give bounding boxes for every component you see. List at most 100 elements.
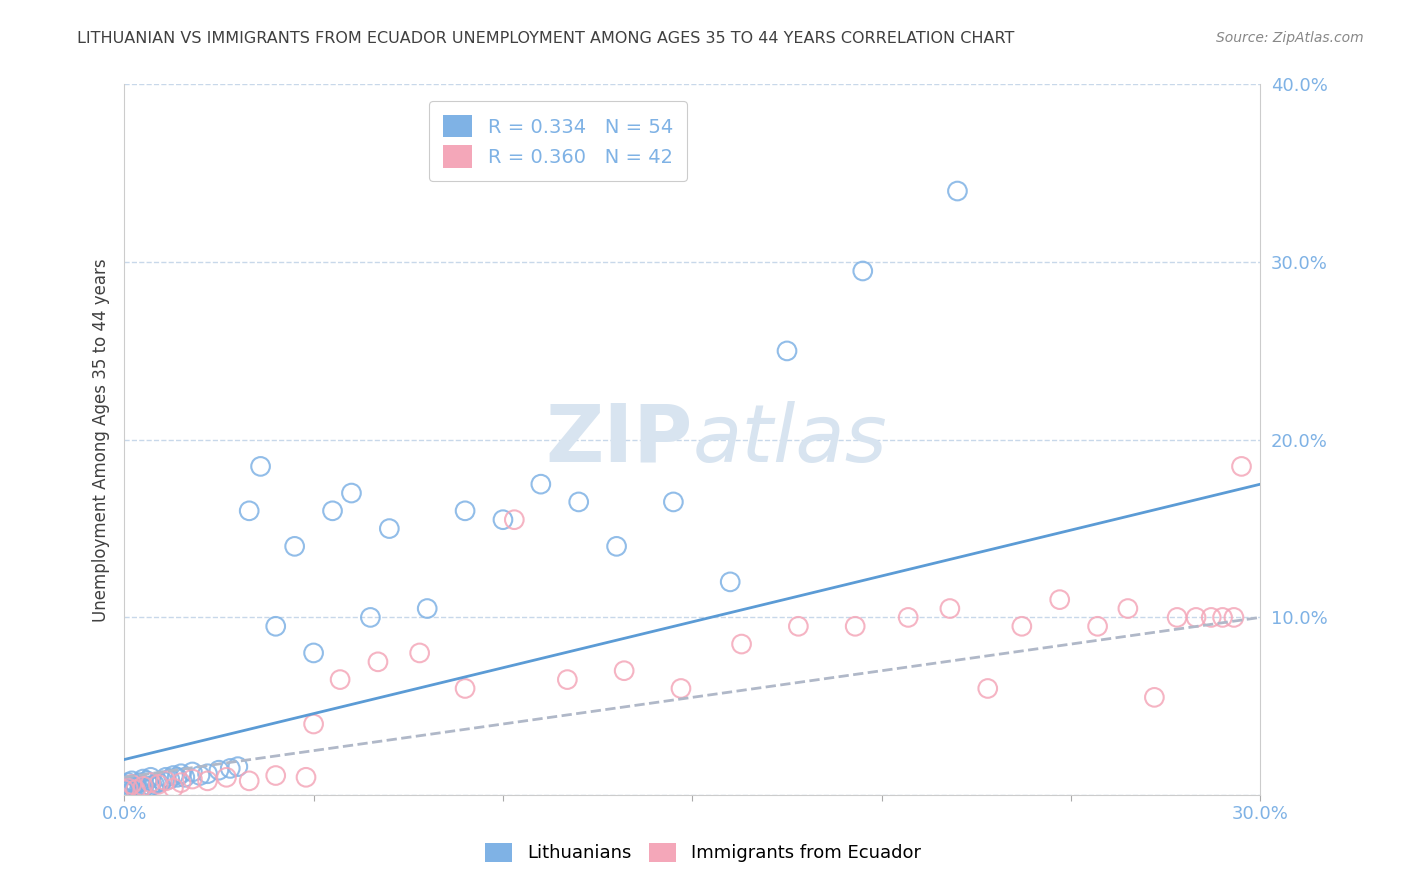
Point — [1185, 610, 1208, 624]
Point — [136, 773, 159, 788]
Point — [132, 780, 155, 795]
Point — [112, 777, 135, 791]
Point — [557, 673, 579, 687]
Point — [295, 770, 318, 784]
Point — [416, 601, 439, 615]
Point — [1230, 459, 1253, 474]
Point — [124, 780, 146, 795]
Text: Source: ZipAtlas.com: Source: ZipAtlas.com — [1216, 31, 1364, 45]
Point — [197, 773, 219, 788]
Legend: Lithuanians, Immigrants from Ecuador: Lithuanians, Immigrants from Ecuador — [478, 836, 928, 870]
Point — [208, 763, 231, 777]
Point — [1166, 610, 1188, 624]
Point — [155, 773, 177, 788]
Point — [136, 782, 159, 797]
Point — [359, 610, 381, 624]
Point — [197, 766, 219, 780]
Point — [454, 681, 477, 696]
Point — [302, 646, 325, 660]
Point — [148, 777, 170, 791]
Text: LITHUANIAN VS IMMIGRANTS FROM ECUADOR UNEMPLOYMENT AMONG AGES 35 TO 44 YEARS COR: LITHUANIAN VS IMMIGRANTS FROM ECUADOR UN… — [77, 31, 1015, 46]
Point — [148, 775, 170, 789]
Point — [139, 775, 162, 789]
Point — [264, 619, 287, 633]
Point — [170, 775, 193, 789]
Point — [730, 637, 752, 651]
Text: ZIP: ZIP — [546, 401, 692, 479]
Point — [322, 504, 344, 518]
Point — [139, 779, 162, 793]
Point — [188, 768, 211, 782]
Point — [1116, 601, 1139, 615]
Point — [226, 759, 249, 773]
Point — [1199, 610, 1222, 624]
Point — [132, 779, 155, 793]
Point — [121, 784, 143, 798]
Point — [530, 477, 553, 491]
Point — [162, 780, 184, 795]
Point — [1087, 619, 1109, 633]
Point — [117, 780, 139, 795]
Point — [1223, 610, 1246, 624]
Point — [117, 775, 139, 789]
Point — [124, 777, 146, 791]
Point — [264, 768, 287, 782]
Point — [977, 681, 1000, 696]
Point — [946, 184, 969, 198]
Point — [112, 784, 135, 798]
Point — [121, 773, 143, 788]
Point — [897, 610, 920, 624]
Point — [340, 486, 363, 500]
Point — [139, 770, 162, 784]
Point — [454, 504, 477, 518]
Point — [852, 264, 875, 278]
Point — [124, 782, 146, 797]
Point — [112, 782, 135, 797]
Point — [776, 343, 799, 358]
Point — [378, 522, 401, 536]
Point — [284, 539, 307, 553]
Point — [568, 495, 591, 509]
Point — [215, 770, 238, 784]
Point — [155, 770, 177, 784]
Point — [662, 495, 685, 509]
Point — [159, 772, 181, 786]
Point — [121, 779, 143, 793]
Point — [132, 772, 155, 786]
Point — [117, 782, 139, 797]
Y-axis label: Unemployment Among Ages 35 to 44 years: Unemployment Among Ages 35 to 44 years — [93, 258, 110, 622]
Legend: R = 0.334   N = 54, R = 0.360   N = 42: R = 0.334 N = 54, R = 0.360 N = 42 — [429, 102, 686, 181]
Point — [302, 717, 325, 731]
Point — [162, 768, 184, 782]
Point — [844, 619, 866, 633]
Point — [238, 773, 260, 788]
Point — [939, 601, 962, 615]
Point — [1049, 592, 1071, 607]
Point — [492, 513, 515, 527]
Point — [112, 780, 135, 795]
Point — [613, 664, 636, 678]
Point — [150, 773, 173, 788]
Point — [181, 772, 204, 786]
Point — [249, 459, 271, 474]
Point — [238, 504, 260, 518]
Point — [329, 673, 352, 687]
Point — [128, 775, 150, 789]
Point — [128, 782, 150, 797]
Point — [173, 770, 195, 784]
Point — [408, 646, 430, 660]
Point — [367, 655, 389, 669]
Point — [787, 619, 810, 633]
Point — [181, 764, 204, 779]
Point — [669, 681, 692, 696]
Text: atlas: atlas — [692, 401, 887, 479]
Point — [219, 761, 242, 775]
Point — [117, 786, 139, 800]
Point — [1143, 690, 1166, 705]
Point — [166, 770, 188, 784]
Point — [121, 777, 143, 791]
Point — [143, 777, 166, 791]
Point — [606, 539, 628, 553]
Point — [1011, 619, 1033, 633]
Point — [503, 513, 526, 527]
